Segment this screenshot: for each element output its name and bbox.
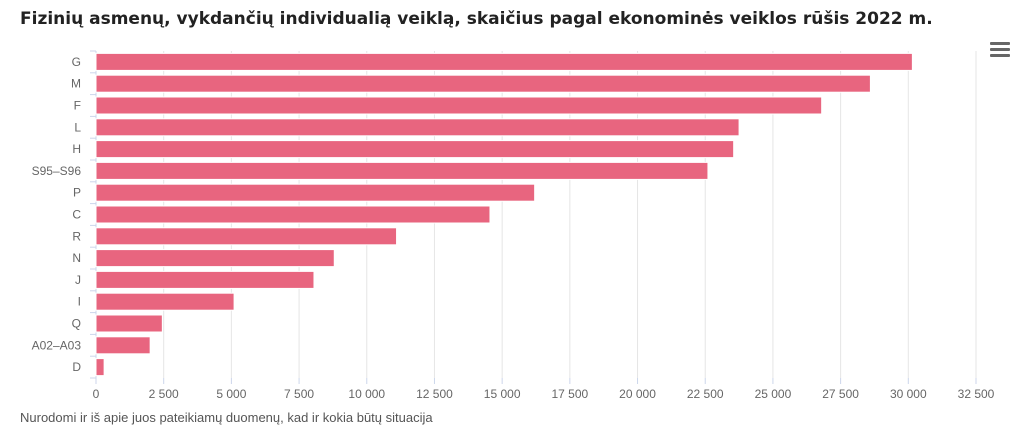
chart-menu-button[interactable] (990, 42, 1010, 60)
y-category-label: C (72, 208, 81, 222)
y-category-label: S95–S96 (32, 164, 82, 178)
bar-F (95, 96, 823, 115)
menu-icon-line (990, 54, 1010, 57)
y-category-label: A02–A03 (32, 338, 82, 352)
y-category-label: I (78, 295, 81, 309)
y-category-label: M (71, 77, 81, 91)
y-category-label: P (73, 186, 81, 200)
x-tick-label: 20 000 (619, 387, 656, 401)
x-tick-label: 10 000 (348, 387, 385, 401)
x-tick-label: 32 500 (958, 387, 995, 401)
chart-title: Fizinių asmenų, vykdančių individualią v… (20, 9, 933, 29)
y-category-label: R (72, 229, 81, 243)
x-tick-label: 30 000 (890, 387, 927, 401)
bar-Q (95, 314, 163, 333)
bar-N (95, 249, 335, 268)
y-category-label: Q (72, 317, 81, 331)
footnote: Nurodomi ir iš apie juos pateikiamų duom… (20, 410, 433, 425)
x-tick-label: 15 000 (484, 387, 521, 401)
x-tick-label: 12 500 (416, 387, 453, 401)
x-tick-label: 22 500 (687, 387, 724, 401)
bar-C (95, 205, 491, 224)
y-category-label: G (72, 55, 81, 69)
bar-P (95, 183, 536, 202)
bar-M (95, 74, 871, 93)
x-tick-label: 27 500 (822, 387, 859, 401)
bar-H (95, 140, 735, 159)
x-tick-label: 17 500 (551, 387, 588, 401)
y-category-label: D (72, 360, 81, 374)
bar-L (95, 118, 740, 137)
bar-J (95, 270, 315, 289)
y-category-label: H (72, 142, 81, 156)
x-tick-label: 2 500 (149, 387, 179, 401)
bar-R (95, 227, 398, 246)
bar-D (95, 358, 105, 377)
y-category-label: L (74, 120, 81, 134)
menu-icon-line (990, 48, 1010, 51)
bar-I (95, 292, 235, 311)
x-tick-label: 0 (93, 387, 100, 401)
menu-icon-line (990, 42, 1010, 45)
x-tick-label: 5 000 (216, 387, 246, 401)
y-category-label: N (72, 251, 81, 265)
y-category-label: F (74, 99, 81, 113)
bar-A02–A03 (95, 336, 151, 355)
x-tick-label: 25 000 (755, 387, 792, 401)
bar-G (95, 52, 913, 71)
x-tick-label: 7 500 (284, 387, 314, 401)
bar-S95–S96 (95, 161, 709, 180)
y-category-label: J (75, 273, 81, 287)
